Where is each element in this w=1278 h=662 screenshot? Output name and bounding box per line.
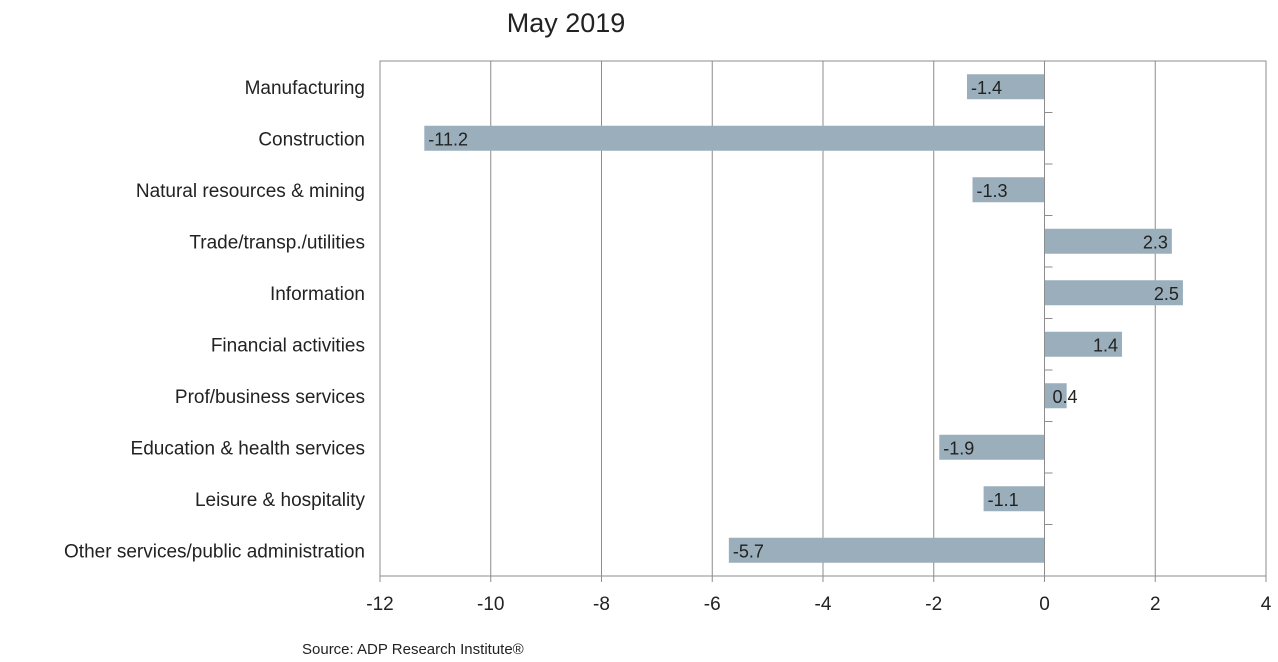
x-tick-label: 4	[1261, 594, 1272, 615]
x-tick-label: 2	[1150, 594, 1161, 615]
bar	[728, 537, 1045, 563]
x-tick-label: -8	[593, 594, 610, 615]
category-label: Information	[270, 284, 365, 305]
bar	[1044, 280, 1183, 306]
bars	[424, 74, 1183, 563]
data-label: -5.7	[733, 541, 764, 561]
category-label: Construction	[258, 129, 365, 150]
x-tick-label: -4	[815, 594, 832, 615]
bar	[1044, 331, 1123, 357]
bar	[972, 177, 1045, 203]
category-label: Education & health services	[131, 438, 365, 459]
chart-title: May 2019	[506, 8, 626, 38]
x-tick-label: -12	[366, 594, 393, 615]
data-label: -1.9	[943, 438, 974, 458]
axes	[379, 60, 1267, 582]
bar	[1044, 383, 1067, 409]
bar	[983, 486, 1045, 512]
category-label: Leisure & hospitality	[195, 490, 366, 511]
category-label: Trade/transp./utilities	[189, 232, 365, 253]
bar	[939, 434, 1045, 460]
x-tick-label: -2	[925, 594, 942, 615]
labels: -12 -10 -8 -6 -4 -2 0 2 4 Manufacturing -1.4 Constr…	[64, 78, 1272, 615]
data-label: 2.5	[1154, 284, 1179, 304]
category-label: Manufacturing	[245, 78, 365, 99]
bar	[966, 74, 1045, 100]
x-tick-label: 0	[1039, 594, 1050, 615]
x-tick-label: -10	[477, 594, 504, 615]
category-label: Prof/business services	[175, 387, 365, 408]
category-label: Other services/public administration	[64, 541, 365, 562]
source-note: Source: ADP Research Institute®	[302, 641, 524, 658]
data-label: -11.2	[428, 129, 468, 149]
category-label: Financial activities	[211, 335, 365, 356]
data-label: -1.1	[988, 490, 1019, 510]
data-label: 0.4	[1053, 387, 1078, 407]
category-label: Natural resources & mining	[136, 181, 365, 202]
data-label: 2.3	[1143, 232, 1168, 252]
bar	[1044, 228, 1172, 254]
data-label: 1.4	[1093, 335, 1118, 355]
data-label: -1.4	[971, 78, 1002, 98]
bar	[424, 125, 1045, 151]
x-tick-label: -6	[704, 594, 721, 615]
data-label: -1.3	[977, 181, 1008, 201]
